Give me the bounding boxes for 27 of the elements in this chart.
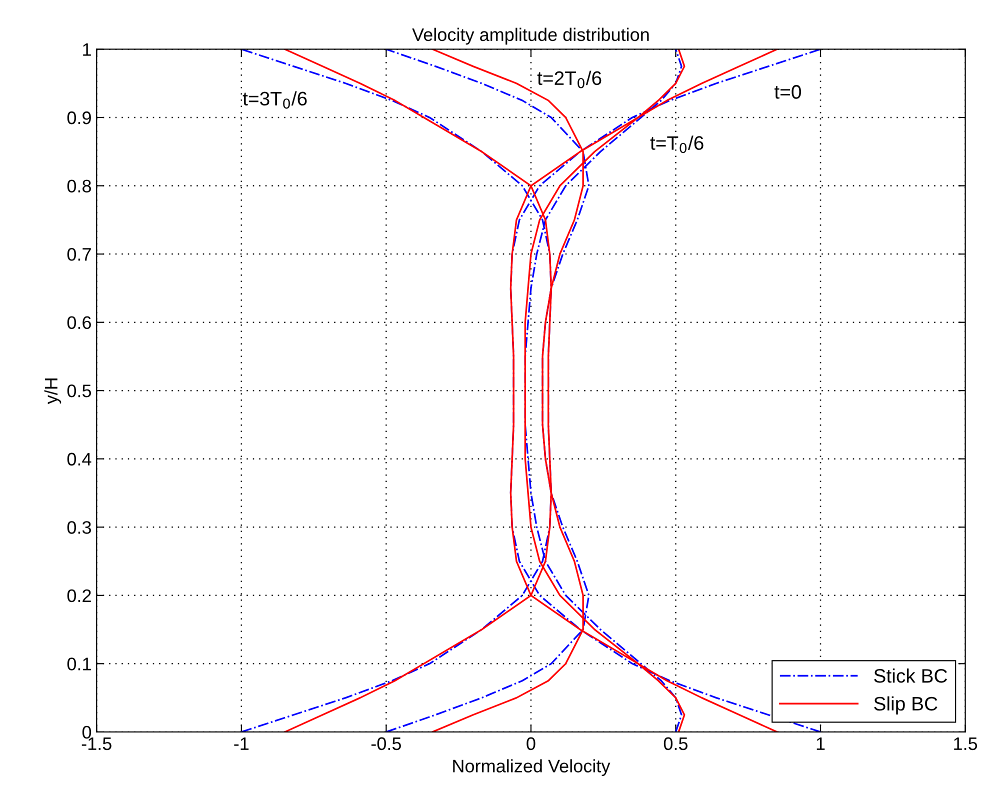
y-tick-label: 0.9 [67, 111, 91, 124]
y-tick-label: 1 [83, 43, 91, 56]
x-tick-label: -0.5 [371, 737, 401, 750]
legend-label: Stick BC [874, 668, 948, 683]
x-tick-label: -1 [234, 737, 249, 750]
legend-label: Slip BC [874, 696, 938, 714]
annotation: t=0 [774, 85, 801, 99]
x-tick-label: 0.5 [664, 737, 688, 750]
chart-title: Velocity amplitude distribution [412, 28, 649, 45]
annotation: t=3T$_{0}$/6 [242, 91, 307, 109]
annotation: t=T$_{0}$/6 [650, 136, 704, 154]
y-tick-label: 0.7 [67, 248, 91, 261]
x-tick-label: -1.5 [82, 737, 112, 750]
y-tick-label: 0.8 [67, 180, 91, 192]
y-axis-title: y/H [44, 378, 62, 404]
y-tick-label: 0.1 [67, 658, 91, 670]
x-axis-title: Normalized Velocity [453, 759, 610, 776]
y-tick-label: 0.6 [67, 316, 91, 330]
y-tick-label: 0.2 [67, 589, 91, 602]
x-tick-label: 1 [816, 737, 825, 750]
y-tick-label: 0.3 [67, 521, 91, 534]
y-tick-label: 0.4 [67, 452, 92, 466]
annotation: t=2T$_{0}$/6 [537, 70, 602, 88]
x-tick-label: 0 [526, 737, 536, 750]
y-tick-label: 0.5 [67, 384, 92, 398]
y-tick-label: 0 [82, 726, 92, 739]
x-tick-label: 1.5 [954, 737, 978, 750]
